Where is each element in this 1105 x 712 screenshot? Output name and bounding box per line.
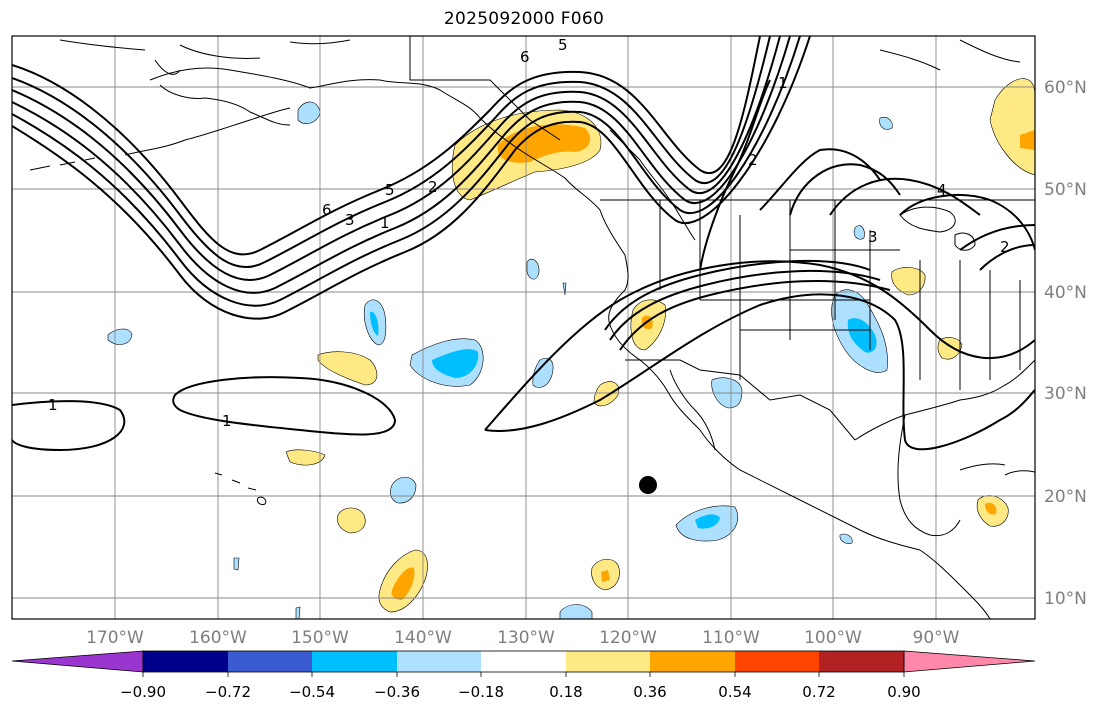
- lon-label: 170°W: [86, 628, 144, 648]
- contour-label: 5: [558, 36, 568, 54]
- lon-label: 140°W: [394, 628, 452, 648]
- contour-label: 2: [1000, 238, 1010, 256]
- contour-label: 3: [345, 211, 355, 229]
- map-frame: [11, 35, 1036, 620]
- lon-label: 160°W: [189, 628, 247, 648]
- colorbar-segment: [481, 651, 566, 672]
- colorbar-max-extend: [903, 650, 1036, 673]
- lat-label: 40°N: [1044, 283, 1087, 303]
- contour-label: 1: [380, 214, 390, 232]
- colorbar-tick: −0.18: [458, 683, 504, 701]
- colorbar-tick: −0.54: [289, 683, 335, 701]
- longitude-labels: 170°W 160°W 150°W 140°W 130°W 120°W 110°…: [86, 628, 960, 648]
- contour-label: 6: [520, 48, 530, 66]
- graticule: [12, 36, 1035, 619]
- colorbar-segment: [650, 651, 735, 672]
- contour-label: 2: [428, 178, 438, 196]
- contour-lines: [12, 36, 1035, 452]
- contour-label: 6: [322, 201, 332, 219]
- lon-label: 100°W: [804, 628, 862, 648]
- lat-label: 20°N: [1044, 487, 1087, 507]
- colorbar-segment: [566, 651, 650, 672]
- lon-label: 130°W: [497, 628, 555, 648]
- map-title: 2025092000 F060: [443, 9, 605, 29]
- contour-label: 3: [868, 228, 878, 246]
- colorbar: −0.90 −0.72 −0.54 −0.36 −0.18 0.18 0.36 …: [11, 650, 1036, 701]
- coastlines: [29, 36, 1035, 619]
- lat-label: 30°N: [1044, 384, 1087, 404]
- colorbar-tick: 0.54: [718, 683, 751, 701]
- lon-label: 120°W: [599, 628, 657, 648]
- anomaly-shading: [107, 78, 1035, 619]
- lon-label: 90°W: [913, 628, 960, 648]
- lat-label: 10°N: [1044, 589, 1087, 609]
- colorbar-min-extend: [11, 650, 144, 673]
- colorbar-segment: [819, 651, 904, 672]
- colorbar-segment: [735, 651, 819, 672]
- colorbar-segment: [312, 651, 397, 672]
- latitude-labels: 60°N 50°N 40°N 30°N 20°N 10°N: [1044, 78, 1087, 609]
- colorbar-segment: [228, 651, 312, 672]
- colorbar-segment: [397, 651, 481, 672]
- contour-label: 4: [937, 181, 947, 199]
- contour-label: 2: [748, 151, 758, 169]
- contour-label: 1: [48, 396, 58, 414]
- lat-label: 50°N: [1044, 180, 1087, 200]
- colorbar-tick: −0.72: [205, 683, 251, 701]
- colorbar-tick: −0.36: [374, 683, 420, 701]
- contour-label: 5: [385, 181, 395, 199]
- lat-label: 60°N: [1044, 78, 1087, 98]
- lon-label: 110°W: [702, 628, 760, 648]
- colorbar-segment: [143, 651, 228, 672]
- contour-label: 1: [222, 412, 232, 430]
- contour-label: 1: [778, 74, 788, 92]
- colorbar-tick: −0.90: [120, 683, 166, 701]
- colorbar-tick: 0.72: [802, 683, 835, 701]
- contour-label-group: 6 5 6 3 5 1 2 1 2 4 3 2 1 1: [48, 36, 1010, 430]
- colorbar-tick: 0.18: [549, 683, 582, 701]
- lon-label: 150°W: [291, 628, 349, 648]
- storm-center-marker: [639, 476, 657, 494]
- colorbar-tick: 0.36: [633, 683, 666, 701]
- colorbar-tick: 0.90: [887, 683, 920, 701]
